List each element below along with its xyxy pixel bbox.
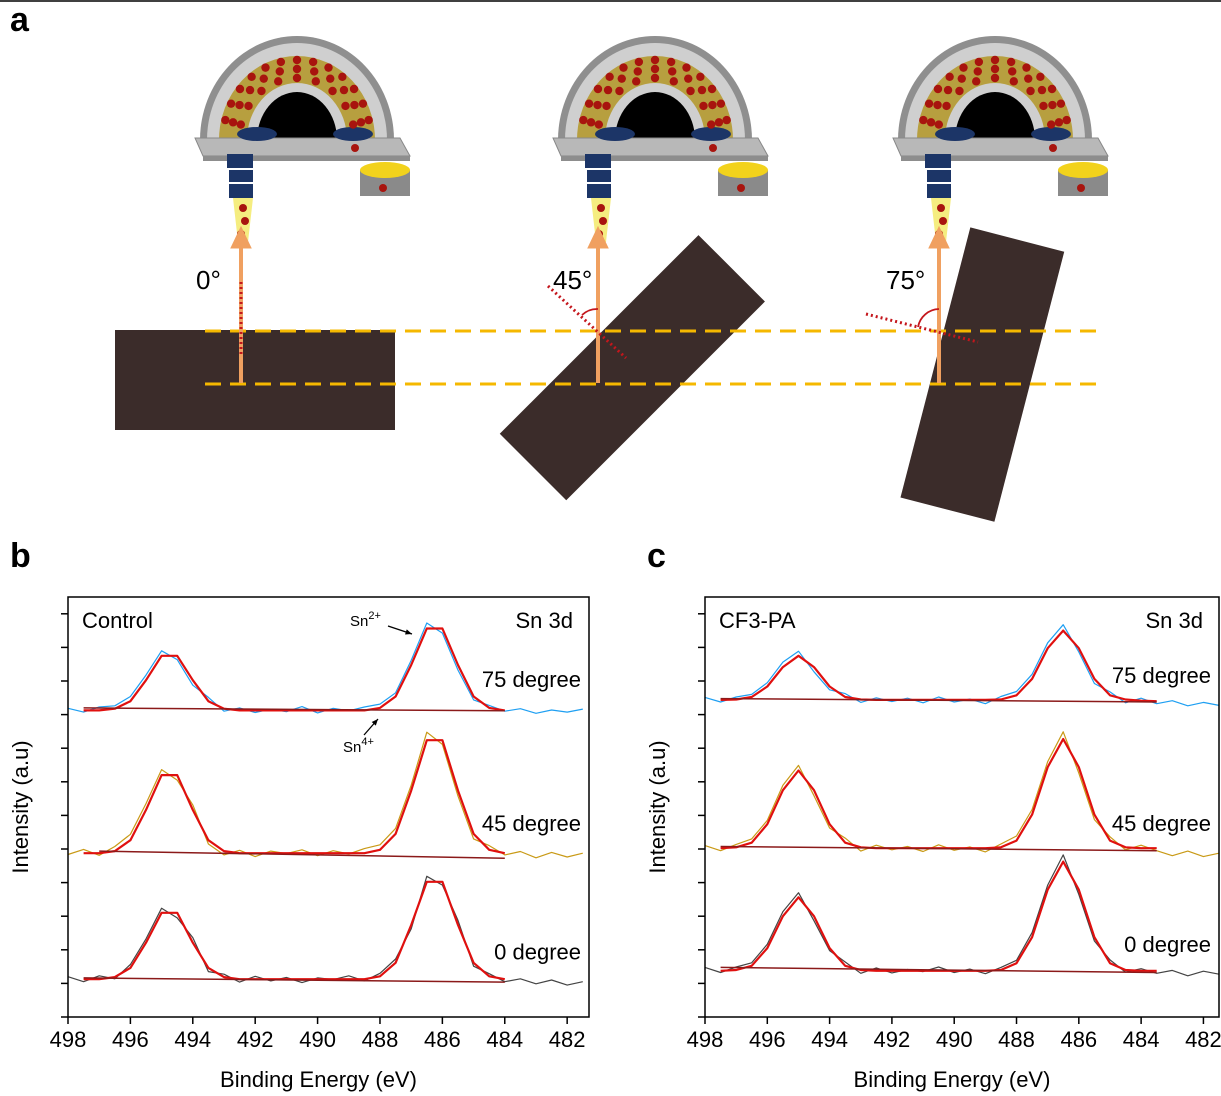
x-tick-label: 498 <box>687 1027 724 1052</box>
figure: a 0° 45° 75° b 498 496 494 492 490 488 486 484 48… <box>0 0 1221 1096</box>
panel-label: a <box>10 1 30 39</box>
annotation: Sn2+ <box>350 610 381 630</box>
x-tick-label: 494 <box>174 1027 211 1052</box>
x-tick-label: 482 <box>1185 1027 1221 1052</box>
page: a 0° 45° 75° b 498 496 494 492 490 488 486 484 48… <box>0 0 1221 1096</box>
spectrometer-0 <box>195 36 410 242</box>
x-tick-label: 486 <box>424 1027 461 1052</box>
fit-curve <box>84 629 505 711</box>
fit-curve <box>84 740 505 853</box>
fit-curve <box>84 882 505 979</box>
angle-arc <box>918 309 939 327</box>
sample-label: Control <box>82 608 153 633</box>
x-tick-label: 492 <box>874 1027 911 1052</box>
spectrum <box>68 732 583 858</box>
x-tick-label: 496 <box>112 1027 149 1052</box>
region-label: Sn 3d <box>1146 608 1204 633</box>
spectrometer-45 <box>553 36 768 242</box>
spectrum <box>68 876 583 985</box>
x-tick-label: 484 <box>486 1027 523 1052</box>
angle-label: 0° <box>196 265 221 295</box>
annotation-sup: 4+ <box>361 736 374 748</box>
angle-label: 45° <box>553 265 592 295</box>
annotation: Sn4+ <box>343 736 374 756</box>
fit-curve <box>721 862 1157 971</box>
spectrometer-75 <box>893 36 1108 242</box>
panel-label: b <box>10 537 31 575</box>
series-label: 45 degree <box>1112 811 1211 836</box>
x-tick-label: 494 <box>811 1027 848 1052</box>
x-axis-label: Binding Energy (eV) <box>854 1067 1051 1092</box>
region-label: Sn 3d <box>516 608 574 633</box>
series-label: 75 degree <box>482 667 581 692</box>
y-axis-label: Intensity (a.u) <box>645 740 670 873</box>
x-tick-label: 490 <box>936 1027 973 1052</box>
x-tick-label: 496 <box>749 1027 786 1052</box>
x-axis-label: Binding Energy (eV) <box>220 1067 417 1092</box>
x-tick-label: 488 <box>998 1027 1035 1052</box>
x-tick-label: 482 <box>549 1027 586 1052</box>
series-label: 45 degree <box>482 811 581 836</box>
series-label: 0 degree <box>494 940 581 965</box>
spectrum <box>705 855 1219 976</box>
sample-0 <box>115 330 395 430</box>
x-tick-label: 488 <box>362 1027 399 1052</box>
fit-curve <box>721 631 1157 702</box>
sample-45 <box>500 235 765 500</box>
annotation-text: Sn <box>343 739 361 756</box>
series-label: 0 degree <box>1124 932 1211 957</box>
y-axis-label: Intensity (a.u) <box>8 740 33 873</box>
sample-label: CF3-PA <box>719 608 796 633</box>
fit-curve <box>721 739 1157 848</box>
x-tick-label: 492 <box>237 1027 274 1052</box>
x-tick-label: 498 <box>50 1027 87 1052</box>
x-tick-label: 484 <box>1123 1027 1160 1052</box>
panel-label: c <box>647 537 666 575</box>
angle-label: 75° <box>886 265 925 295</box>
annotation-arrow-head <box>405 629 412 634</box>
annotation-text: Sn <box>350 613 368 630</box>
angle-arc <box>582 309 598 315</box>
annotation-sup: 2+ <box>368 610 381 622</box>
x-tick-label: 490 <box>299 1027 336 1052</box>
x-tick-label: 486 <box>1060 1027 1097 1052</box>
series-label: 75 degree <box>1112 663 1211 688</box>
